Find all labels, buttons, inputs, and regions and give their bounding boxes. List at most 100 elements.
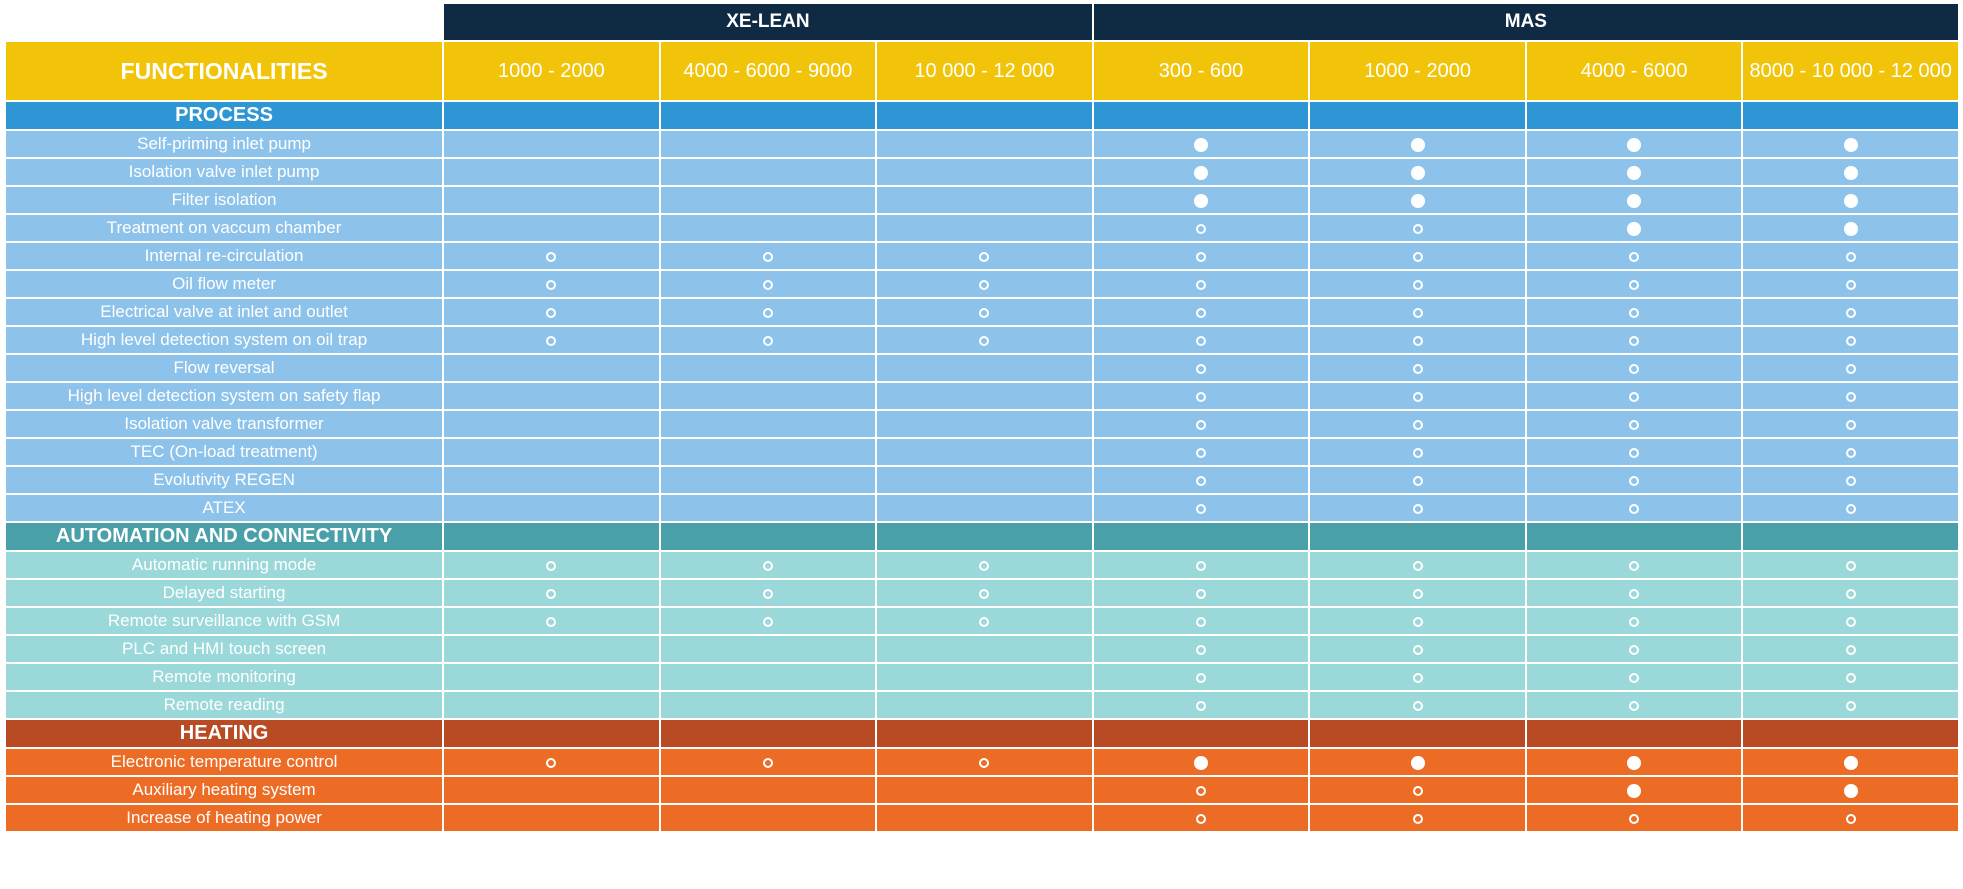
filled-circle-icon <box>1627 783 1642 798</box>
availability-cell <box>875 465 1094 495</box>
open-circle-icon <box>1196 588 1207 599</box>
open-circle-icon <box>1196 307 1207 318</box>
functionality-label: Remote monitoring <box>3 662 445 692</box>
open-circle-icon <box>1845 335 1856 346</box>
open-circle-icon <box>1845 391 1856 402</box>
availability-cell <box>875 381 1094 411</box>
availability-cell <box>1091 550 1311 580</box>
availability-cell <box>1091 578 1311 608</box>
open-circle-icon <box>762 279 773 290</box>
availability-cell <box>442 437 661 467</box>
filled-circle-icon <box>1410 755 1425 770</box>
availability-cell <box>1091 381 1311 411</box>
open-circle-icon <box>546 251 557 262</box>
availability-cell <box>1308 129 1527 159</box>
availability-cell <box>658 129 878 159</box>
section-header-cell <box>1524 521 1744 552</box>
open-circle-icon <box>546 560 557 571</box>
availability-cell <box>442 690 661 720</box>
availability-cell <box>875 578 1094 608</box>
availability-cell <box>875 493 1094 523</box>
functionality-label: Delayed starting <box>3 578 445 608</box>
functionality-label: Isolation valve transformer <box>3 409 445 439</box>
availability-cell <box>1308 241 1527 271</box>
availability-cell <box>1524 493 1744 523</box>
filled-circle-icon <box>1410 165 1425 180</box>
availability-cell <box>875 185 1094 215</box>
section-header-cell <box>1091 718 1311 749</box>
functionality-label: ATEX <box>3 493 445 523</box>
availability-cell <box>442 465 661 495</box>
availability-cell <box>658 213 878 243</box>
availability-cell <box>442 775 661 805</box>
availability-cell <box>1308 690 1527 720</box>
availability-cell <box>1741 157 1960 187</box>
table-row: PLC and HMI touch screen <box>3 634 1960 664</box>
availability-cell <box>1524 437 1744 467</box>
section-header-cell <box>1524 100 1744 131</box>
availability-cell <box>1091 213 1311 243</box>
open-circle-icon <box>1196 335 1207 346</box>
open-circle-icon <box>1412 307 1423 318</box>
section-header-cell <box>658 100 878 131</box>
table-row: Remote surveillance with GSM <box>3 606 1960 636</box>
open-circle-icon <box>1196 363 1207 374</box>
functionality-label: Evolutivity REGEN <box>3 465 445 495</box>
availability-cell <box>658 578 878 608</box>
open-circle-icon <box>1845 363 1856 374</box>
open-circle-icon <box>1412 560 1423 571</box>
filled-circle-icon <box>1843 783 1858 798</box>
availability-cell <box>1524 690 1744 720</box>
section-title: PROCESS <box>3 100 445 131</box>
availability-cell <box>1524 325 1744 355</box>
functionality-label: Treatment on vaccum chamber <box>3 213 445 243</box>
availability-cell <box>442 269 661 299</box>
section-header-cell <box>442 718 661 749</box>
availability-cell <box>1091 297 1311 327</box>
availability-cell <box>442 550 661 580</box>
open-circle-icon <box>1412 616 1423 627</box>
functionality-label: Electrical valve at inlet and outlet <box>3 297 445 327</box>
availability-cell <box>1308 662 1527 692</box>
availability-cell <box>442 803 661 833</box>
open-circle-icon <box>979 307 990 318</box>
availability-cell <box>1308 213 1527 243</box>
column-header: 4000 - 6000 <box>1524 40 1744 102</box>
open-circle-icon <box>979 251 990 262</box>
availability-cell <box>442 129 661 159</box>
availability-cell <box>1308 747 1527 777</box>
table-row: Filter isolation <box>3 185 1960 215</box>
group-mas: MAS <box>1091 2 1961 42</box>
open-circle-icon <box>1196 560 1207 571</box>
open-circle-icon <box>979 560 990 571</box>
availability-cell <box>1091 241 1311 271</box>
group-header-row: XE-LEAN MAS <box>3 2 1961 42</box>
availability-cell <box>658 550 878 580</box>
availability-cell <box>875 775 1094 805</box>
open-circle-icon <box>1629 672 1640 683</box>
section-header-cell <box>658 521 878 552</box>
table-row: Internal re-circulation <box>3 241 1960 271</box>
availability-cell <box>658 747 878 777</box>
table-row: Auxiliary heating system <box>3 775 1960 805</box>
open-circle-icon <box>546 307 557 318</box>
functionality-label: Automatic running mode <box>3 550 445 580</box>
availability-cell <box>1524 606 1744 636</box>
open-circle-icon <box>1196 616 1207 627</box>
open-circle-icon <box>1412 672 1423 683</box>
open-circle-icon <box>1196 279 1207 290</box>
availability-cell <box>1091 157 1311 187</box>
functionality-table: XE-LEAN MAS FUNCTIONALITIES 1000 - 2000 … <box>3 2 1961 833</box>
availability-cell <box>442 578 661 608</box>
availability-cell <box>442 157 661 187</box>
availability-cell <box>442 297 661 327</box>
open-circle-icon <box>1629 700 1640 711</box>
filled-circle-icon <box>1410 137 1425 152</box>
availability-cell <box>1524 297 1744 327</box>
availability-cell <box>442 353 661 383</box>
availability-cell <box>875 297 1094 327</box>
section-header-cell <box>875 718 1094 749</box>
availability-cell <box>1524 185 1744 215</box>
functionality-label: PLC and HMI touch screen <box>3 634 445 664</box>
open-circle-icon <box>1845 475 1856 486</box>
